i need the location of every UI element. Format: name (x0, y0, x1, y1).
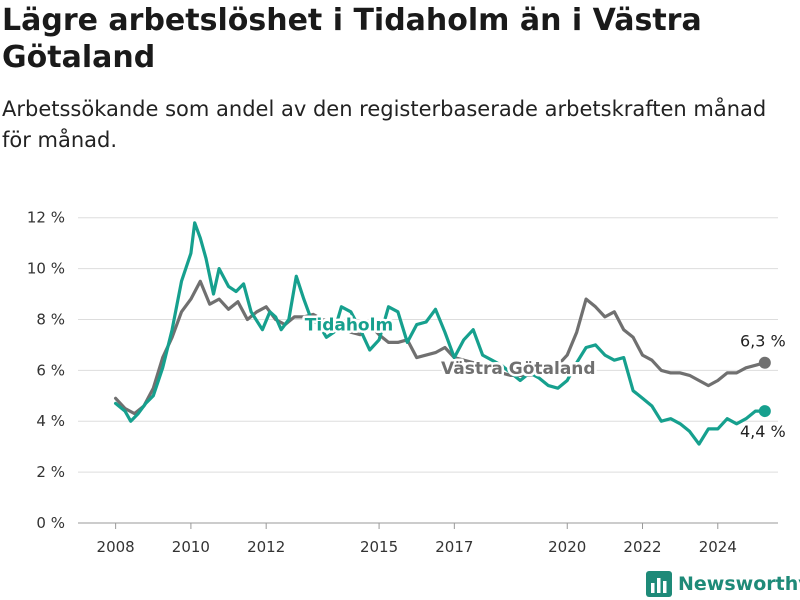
page-title: Lägre arbetslöshet i Tidaholm än i Västr… (2, 3, 702, 75)
y-tick-label: 2 % (36, 463, 65, 481)
y-tick-label: 0 % (36, 514, 65, 532)
y-axis: 0 % 2 % 4 % 6 % 8 % 10 % 12 % (27, 209, 65, 532)
series-label-halo: Tidaholm (305, 316, 393, 336)
series-name-label: Tidaholm (305, 316, 393, 336)
series-name-label: Västra Götaland (441, 359, 596, 379)
end-value-label: 4,4 % (740, 422, 786, 441)
x-tick-label: 2017 (435, 538, 473, 556)
series-line-0 (114, 279, 767, 416)
x-tick-label: 2020 (548, 538, 586, 556)
y-tick-label: 6 % (36, 361, 65, 379)
x-axis: 2008 2010 2012 2015 2017 2020 2022 2024 (97, 523, 737, 556)
gridlines (78, 217, 778, 524)
series-end-point (758, 405, 771, 418)
y-tick-label: 12 % (27, 209, 65, 227)
end-value-label: 6,3 % (740, 332, 786, 351)
series-line-1 (114, 221, 767, 446)
series-lines (114, 221, 771, 446)
x-tick-label: 2010 (172, 538, 210, 556)
y-tick-label: 10 % (27, 260, 65, 278)
series-end-point (758, 356, 771, 369)
x-tick-label: 2022 (623, 538, 661, 556)
y-tick-label: 4 % (36, 412, 65, 430)
page-subtitle: Arbetssökande som andel av den registerb… (2, 97, 767, 152)
brand-name: Newsworthy (678, 573, 800, 595)
brand-logo: Newsworthy (646, 571, 800, 597)
x-tick-label: 2015 (360, 538, 398, 556)
x-tick-label: 2012 (247, 538, 285, 556)
y-tick-label: 8 % (36, 310, 65, 328)
x-tick-label: 2008 (97, 538, 135, 556)
bar-chart-icon (646, 571, 672, 597)
x-tick-label: 2024 (699, 538, 737, 556)
series-label-halo: Västra Götaland (441, 359, 596, 379)
